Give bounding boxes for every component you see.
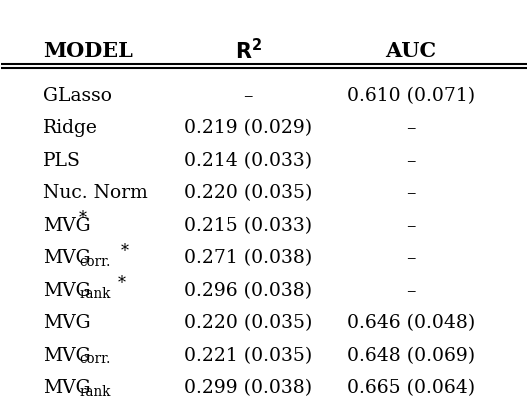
Text: Nuc. Norm: Nuc. Norm	[43, 184, 148, 202]
Text: 0.646 (0.048): 0.646 (0.048)	[347, 313, 475, 332]
Text: $\mathbf{R^2}$: $\mathbf{R^2}$	[234, 38, 262, 63]
Text: *: *	[121, 242, 129, 259]
Text: 0.220 (0.035): 0.220 (0.035)	[184, 184, 313, 202]
Text: –: –	[407, 152, 416, 169]
Text: MVG: MVG	[43, 346, 91, 364]
Text: 0.299 (0.038): 0.299 (0.038)	[184, 378, 312, 396]
Text: 0.296 (0.038): 0.296 (0.038)	[184, 281, 312, 299]
Text: 0.220 (0.035): 0.220 (0.035)	[184, 313, 313, 332]
Text: GLasso: GLasso	[43, 87, 112, 105]
Text: *: *	[79, 209, 87, 226]
Text: –: –	[407, 184, 416, 202]
Text: PLS: PLS	[43, 152, 81, 169]
Text: 0.610 (0.071): 0.610 (0.071)	[347, 87, 475, 105]
Text: AUC: AUC	[385, 40, 437, 61]
Text: –: –	[407, 249, 416, 267]
Text: MVG: MVG	[43, 249, 91, 267]
Text: MVG: MVG	[43, 281, 91, 299]
Text: MVG: MVG	[43, 378, 91, 396]
Text: rank: rank	[79, 287, 110, 300]
Text: 0.221 (0.035): 0.221 (0.035)	[184, 346, 313, 364]
Text: rank: rank	[79, 384, 110, 398]
Text: –: –	[407, 216, 416, 234]
Text: *: *	[118, 274, 126, 291]
Text: –: –	[407, 119, 416, 137]
Text: 0.271 (0.038): 0.271 (0.038)	[184, 249, 313, 267]
Text: –: –	[243, 87, 253, 105]
Text: 0.219 (0.029): 0.219 (0.029)	[184, 119, 312, 137]
Text: 0.215 (0.033): 0.215 (0.033)	[184, 216, 312, 234]
Text: 0.665 (0.064): 0.665 (0.064)	[347, 378, 475, 396]
Text: Ridge: Ridge	[43, 119, 98, 137]
Text: –: –	[407, 281, 416, 299]
Text: 0.214 (0.033): 0.214 (0.033)	[184, 152, 312, 169]
Text: 0.648 (0.069): 0.648 (0.069)	[347, 346, 475, 364]
Text: MVG: MVG	[43, 313, 91, 332]
Text: MODEL: MODEL	[43, 40, 133, 61]
Text: MVG: MVG	[43, 216, 91, 234]
Text: corr.: corr.	[79, 254, 110, 268]
Text: corr.: corr.	[79, 351, 110, 365]
